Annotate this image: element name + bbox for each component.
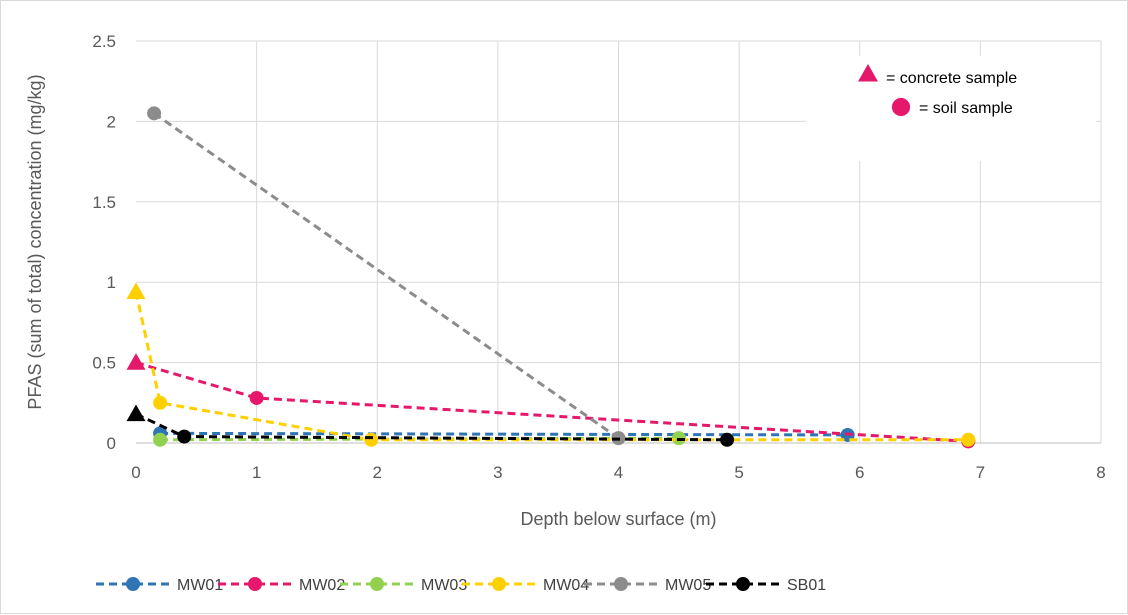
legend: MW01 MW02 MW03 MW04 MW05 SB01 xyxy=(96,577,826,594)
series-layer xyxy=(126,106,976,449)
x-tick-label: 7 xyxy=(976,463,985,482)
x-tick-label: 6 xyxy=(855,463,864,482)
data-point-mw05-soil xyxy=(147,106,162,121)
legend-swatch-marker xyxy=(614,577,628,591)
legend-label: MW01 xyxy=(177,577,223,594)
data-point-sb01-concrete xyxy=(126,404,146,422)
series-line-sb01 xyxy=(135,412,728,442)
legend-swatch-marker xyxy=(736,577,750,591)
data-point-mw02-soil xyxy=(249,390,264,405)
x-tick-label: 3 xyxy=(493,463,502,482)
legend-label: MW05 xyxy=(665,577,711,594)
series-line-mw05 xyxy=(153,112,620,440)
y-tick-label: 2.5 xyxy=(92,32,116,51)
legend-item-mw01: MW01 xyxy=(96,577,223,594)
series-line-mw02 xyxy=(135,361,969,443)
data-point-mw02-concrete xyxy=(126,353,146,370)
y-tick-label: 2 xyxy=(107,112,116,131)
axes: 0 1 2 3 4 5 6 7 8 0 0.5 1 1.5 2 2.5 xyxy=(92,32,1105,482)
x-tick-label: 1 xyxy=(252,463,261,482)
legend-item-mw02: MW02 xyxy=(218,577,345,594)
legend-swatch-marker xyxy=(248,577,262,591)
series-line-mw01 xyxy=(160,431,848,437)
legend-label: MW04 xyxy=(543,577,589,594)
legend-label: SB01 xyxy=(787,577,826,594)
data-point-sb01-soil xyxy=(177,429,192,444)
x-tick-label: 4 xyxy=(614,463,623,482)
data-point-sb01-soil xyxy=(720,432,735,447)
x-tick-label: 5 xyxy=(734,463,743,482)
legend-swatch-marker xyxy=(370,577,384,591)
y-tick-label: 0 xyxy=(107,434,116,453)
legend-swatch-marker xyxy=(492,577,506,591)
data-point-mw03-soil xyxy=(153,432,168,447)
marker-key-label: = concrete sample xyxy=(886,70,1017,87)
data-point-mw04-soil xyxy=(153,395,168,410)
x-tick-label: 0 xyxy=(131,463,140,482)
x-axis-title: Depth below surface (m) xyxy=(520,509,716,529)
legend-swatch-marker xyxy=(126,577,140,591)
data-point-mw04-concrete xyxy=(126,282,146,299)
x-tick-label: 2 xyxy=(373,463,382,482)
y-axis-title: PFAS (sum of total) concentration (mg/kg… xyxy=(25,74,45,409)
legend-item-mw03: MW03 xyxy=(340,577,467,594)
legend-item-mw05: MW05 xyxy=(584,577,711,594)
legend-label: MW03 xyxy=(421,577,467,594)
marker-key-triangle xyxy=(858,64,878,82)
series-line-mw04 xyxy=(134,291,969,442)
series-mw04 xyxy=(126,282,976,447)
y-tick-label: 0.5 xyxy=(92,354,116,373)
x-tick-label: 8 xyxy=(1096,463,1105,482)
marker-key-circle xyxy=(891,97,911,117)
legend-item-mw04: MW04 xyxy=(462,577,589,594)
marker-key-label: = soil sample xyxy=(919,100,1013,117)
marker-key: = concrete sample = soil sample xyxy=(806,56,1096,161)
series-sb01 xyxy=(126,404,735,447)
legend-item-sb01: SB01 xyxy=(706,577,826,594)
marker-key-background xyxy=(806,56,1096,161)
y-tick-label: 1 xyxy=(107,273,116,292)
data-point-mw04-soil xyxy=(961,432,976,447)
y-tick-label: 1.5 xyxy=(92,193,116,212)
data-point-mw04-soil xyxy=(364,432,379,447)
series-mw05 xyxy=(147,106,626,446)
legend-label: MW02 xyxy=(299,577,345,594)
